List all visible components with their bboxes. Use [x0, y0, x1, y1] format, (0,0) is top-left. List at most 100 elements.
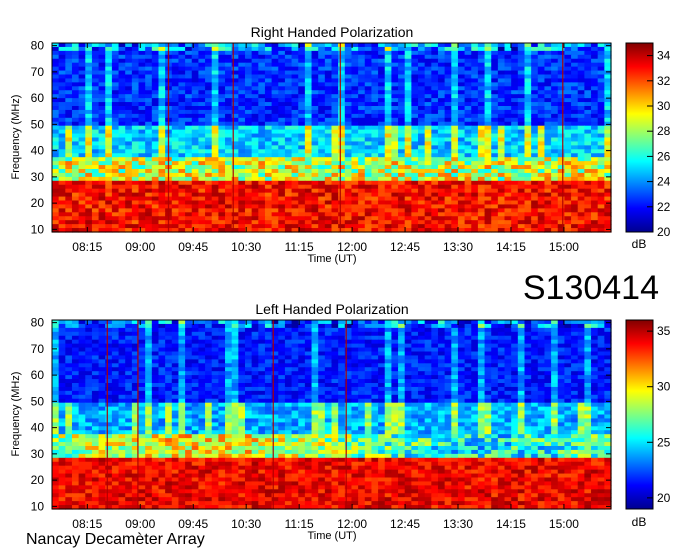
spectrogram-cell — [424, 62, 432, 68]
spectrogram-cell — [91, 196, 100, 202]
spectrogram-cell — [91, 113, 100, 119]
spectrogram-cell — [271, 169, 279, 174]
spectrogram-cell — [424, 331, 432, 337]
spectrogram-cell — [131, 351, 140, 357]
spectrogram-cell — [191, 94, 199, 99]
spectrogram-cell — [151, 204, 160, 209]
spectrogram-cell — [284, 78, 293, 83]
spectrogram-cell — [571, 121, 579, 127]
spectrogram-cell — [517, 335, 526, 341]
spectrogram-cell — [211, 121, 219, 127]
spectrogram-cell — [251, 86, 259, 91]
spectrogram-cell — [451, 117, 459, 123]
spectrogram-cell — [178, 216, 186, 221]
spectrogram-cell — [577, 121, 585, 127]
spectrogram-cell — [511, 82, 519, 87]
spectrogram-cell — [284, 121, 293, 127]
spectrogram-cell — [557, 74, 566, 80]
spectrogram-cell — [597, 228, 605, 233]
spectrogram-cell — [424, 121, 432, 127]
spectrogram-cell — [431, 133, 439, 139]
spectrogram-cell — [364, 224, 373, 229]
spectrogram-cell — [404, 66, 412, 72]
spectrogram-cell — [477, 86, 486, 91]
spectrogram-cell — [244, 220, 253, 225]
spectrogram-cell — [391, 145, 399, 150]
spectrogram-cell — [411, 46, 419, 52]
spectrogram-cell — [404, 331, 412, 337]
spectrogram-cell — [577, 165, 585, 170]
spectrogram-cell — [451, 153, 459, 158]
spectrogram-cell — [597, 323, 605, 329]
spectrogram-cell — [205, 184, 213, 190]
spectrogram-cell — [551, 176, 559, 182]
spectrogram-cell — [125, 351, 133, 357]
spectrogram-cell — [391, 66, 399, 72]
spectrogram-cell — [225, 94, 233, 99]
spectrogram-cell — [471, 121, 479, 127]
spectrogram-cell — [464, 196, 472, 202]
spectrogram-cell — [411, 216, 419, 221]
spectrogram-cell — [85, 106, 93, 111]
spectrogram-cell — [411, 129, 419, 135]
spectrogram-cell — [311, 113, 319, 119]
spectrogram-cell — [471, 355, 479, 360]
spectrogram-cell — [424, 224, 432, 229]
spectrogram-cell — [457, 320, 466, 325]
spectrogram-cell — [111, 359, 120, 364]
spectrogram-cell — [291, 335, 299, 341]
spectrogram-cell — [98, 347, 106, 353]
spectrogram-cell — [398, 347, 406, 353]
spectrogram-cell — [344, 335, 353, 341]
spectrogram-cell — [551, 94, 559, 99]
spectrogram-cell — [311, 102, 319, 107]
spectrogram-cell — [437, 200, 446, 206]
spectrogram-cell — [571, 66, 579, 72]
spectrogram-cell — [391, 157, 399, 162]
spectrogram-cell — [91, 208, 100, 213]
spectrogram-cell — [311, 161, 319, 166]
spectrogram-cell — [278, 188, 286, 194]
spectrogram-cell — [304, 153, 313, 158]
spectrogram-cell — [264, 196, 273, 202]
spectrogram-cell — [324, 125, 333, 131]
spectrogram-cell — [437, 43, 446, 48]
spectrogram-cell — [444, 180, 452, 186]
spectrogram-cell — [517, 137, 526, 143]
spectrogram-cell — [198, 94, 206, 99]
spectrogram-cell — [451, 113, 459, 119]
spectrogram-cell — [324, 169, 333, 174]
spectrogram-cell — [158, 339, 166, 345]
spectrogram-cell — [85, 343, 93, 349]
spectrogram-cell — [58, 102, 66, 107]
spectrogram-cell — [378, 70, 386, 76]
spectrogram-cell — [364, 355, 373, 360]
spectrogram-cell — [264, 90, 273, 95]
spectrogram-cell — [118, 113, 126, 119]
spectrogram-cell — [591, 58, 599, 64]
spectrogram-cell — [457, 204, 466, 209]
spectrogram-cell — [198, 347, 206, 353]
spectrogram-cell — [98, 141, 106, 146]
spectrogram-cell — [457, 129, 466, 135]
spectrogram-cell — [411, 133, 419, 139]
spectrogram-cell — [451, 43, 459, 48]
spectrogram-cell — [577, 46, 585, 52]
spectrogram-cell — [444, 117, 452, 123]
spectrogram-cell — [171, 157, 180, 162]
spectrogram-cell — [404, 224, 412, 229]
spectrogram-cell — [125, 129, 133, 135]
spectrogram-cell — [52, 125, 60, 131]
spectrogram-cell — [284, 157, 293, 162]
spectrogram-cell — [205, 94, 213, 99]
spectrogram-cell — [524, 94, 532, 99]
spectrogram-cell — [318, 82, 326, 87]
spectrogram-cell — [411, 125, 419, 131]
spectrogram-cell — [52, 117, 60, 123]
spectrogram-cell — [524, 153, 532, 158]
spectrogram-cell — [145, 66, 153, 72]
spectrogram-cell — [517, 121, 526, 127]
spectrogram-cell — [251, 220, 259, 225]
spectrogram-cell — [358, 343, 366, 349]
spectrogram-cell — [98, 70, 106, 76]
